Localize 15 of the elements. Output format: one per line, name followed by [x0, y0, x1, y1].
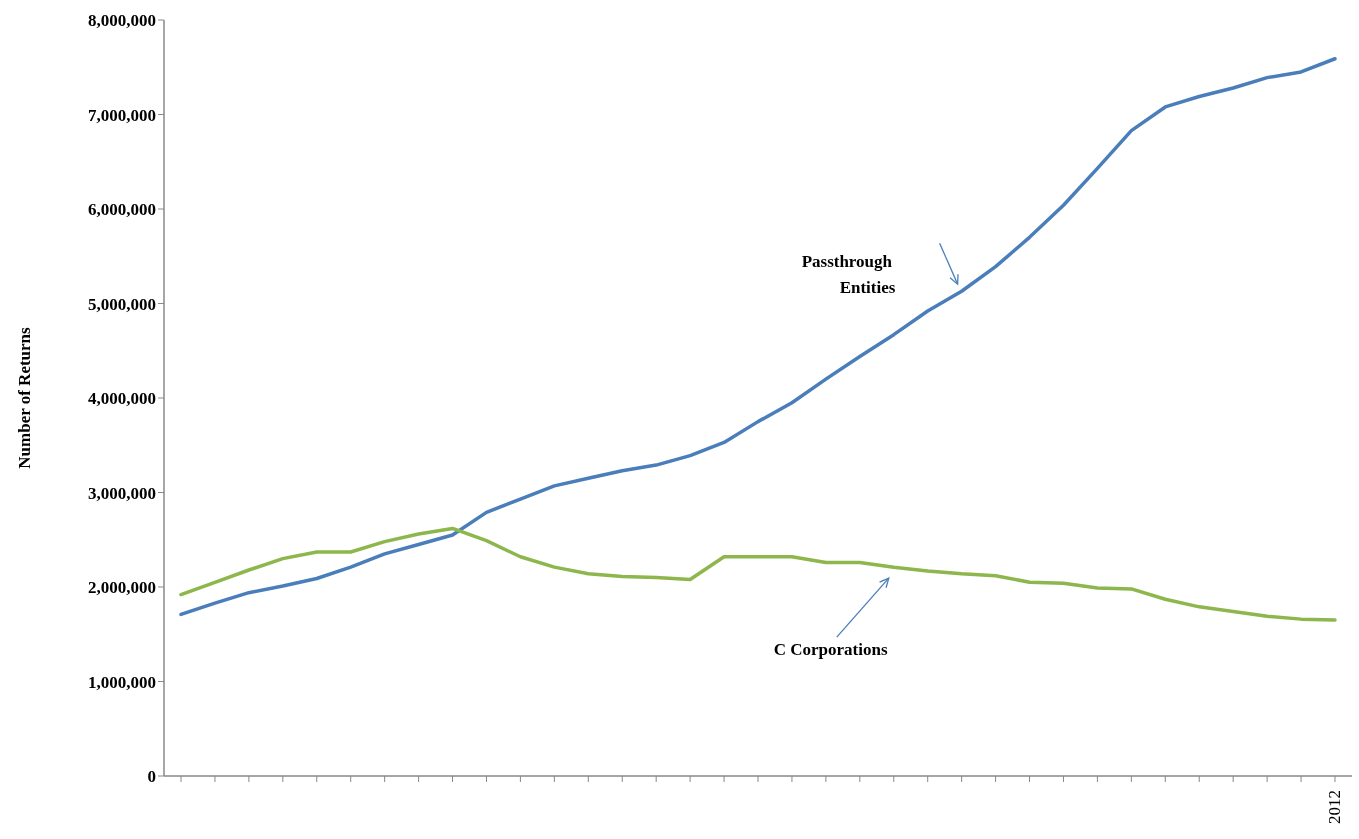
y-tick-label: 4,000,000	[88, 389, 156, 409]
y-tick-label: 3,000,000	[88, 483, 156, 503]
line-series	[179, 57, 1337, 617]
series-label: Passthrough Entities	[801, 252, 896, 298]
y-axis-title: Number of Returns	[15, 326, 35, 469]
y-tick-label: 7,000,000	[88, 105, 156, 125]
y-tick-label: 5,000,000	[88, 294, 156, 314]
y-tick-label: 0	[147, 767, 156, 787]
y-tick-label: 6,000,000	[88, 200, 156, 220]
y-tick-label: 1,000,000	[88, 672, 156, 692]
y-tick-label: 8,000,000	[88, 11, 156, 31]
x-tick-label: 2012	[1325, 790, 1344, 824]
line-series	[179, 526, 1337, 622]
text: C Corporations	[773, 640, 888, 660]
y-tick-label: 2,000,000	[88, 578, 156, 598]
